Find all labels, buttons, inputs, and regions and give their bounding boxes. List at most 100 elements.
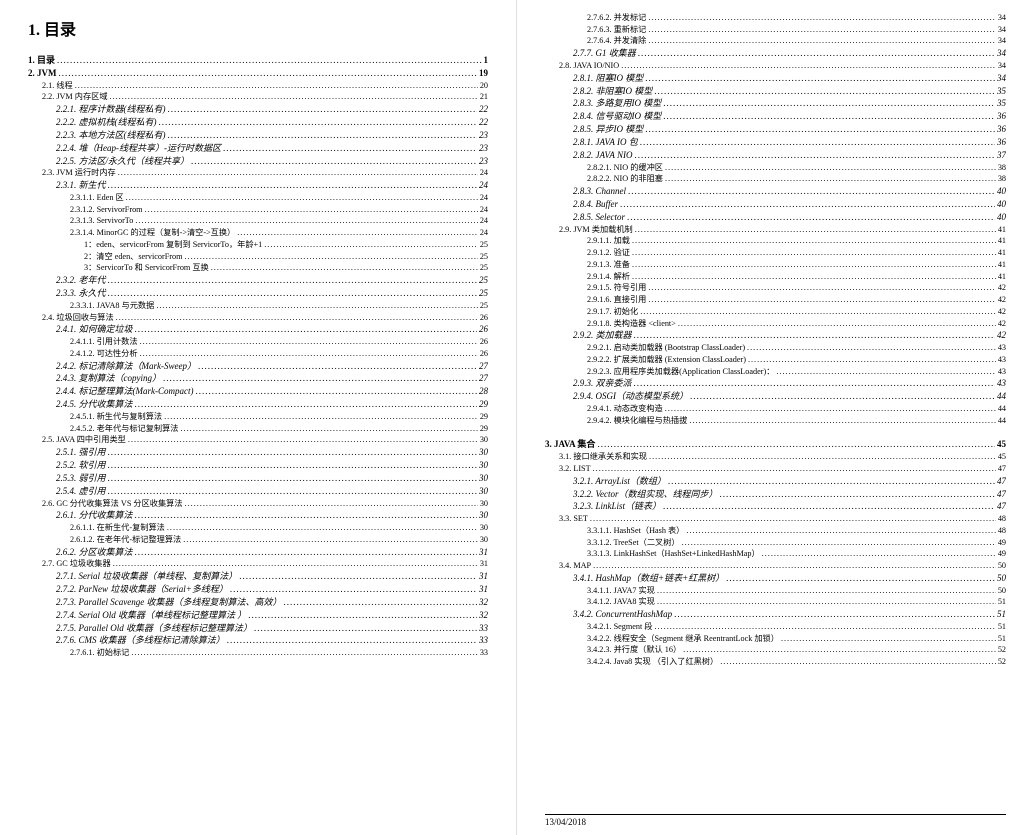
- toc-entry: 2.9.4. OSGI（动态模型系统） 44: [545, 390, 1006, 403]
- toc-label: 2.9.3. 双亲委派: [573, 377, 634, 390]
- toc-page-number: 40: [995, 211, 1006, 224]
- toc-entry: 2.9.1.7. 初始化42: [545, 306, 1006, 318]
- toc-label: 2.5.1. 强引用: [56, 446, 108, 459]
- toc-page-number: 33: [478, 647, 488, 659]
- toc-page-number: 29: [477, 398, 488, 411]
- toc-dots: [776, 366, 995, 378]
- toc-label: 3.3.1.2. TreeSet（二叉树）: [587, 537, 682, 549]
- toc-dots: [648, 12, 995, 24]
- toc-entry: 3.4.2.3. 并行度（默认 16）52: [545, 644, 1006, 656]
- toc-page-number: 35: [995, 97, 1006, 110]
- toc-label: 2.3.1. 新生代: [56, 179, 108, 192]
- toc-page-number: 48: [996, 513, 1006, 525]
- toc-label: 3.3.1.3. LinkHashSet（HashSet+LinkedHashM…: [587, 548, 762, 560]
- toc-entry: 2.5.1. 强引用30: [28, 446, 488, 459]
- toc-dots: [116, 312, 478, 324]
- toc-label: 2.3.1.3. ServivorTo: [70, 215, 135, 227]
- toc-label: 2.7. GC 垃圾收集器: [42, 558, 113, 570]
- toc-dots: [128, 434, 478, 446]
- toc-entry: 3.4. MAP50: [545, 560, 1006, 572]
- toc-page-number: 45: [996, 451, 1006, 463]
- toc-page-number: 23: [477, 129, 488, 142]
- toc-page-number: 34: [996, 60, 1006, 72]
- toc-dots: [657, 596, 996, 608]
- toc-dots: [654, 85, 995, 98]
- toc-page-number: 31: [478, 558, 488, 570]
- toc-dots: [145, 204, 478, 216]
- toc-page-number: 43: [996, 354, 1006, 366]
- toc-entry: 2.9.1.1. 加载41: [545, 235, 1006, 247]
- toc-dots: [648, 24, 995, 36]
- toc-label: 2.3.3. 永久代: [56, 287, 108, 300]
- toc-label: 2.9.1.4. 解析: [587, 271, 632, 283]
- toc-dots: [632, 271, 996, 283]
- toc-dots: [254, 622, 477, 635]
- toc-page-number: 24: [478, 192, 488, 204]
- toc-dots: [135, 546, 477, 559]
- toc-page-number: 43: [996, 366, 1006, 378]
- toc-label: 2.8.3. 多路复用IO 模型: [573, 97, 663, 110]
- toc-entry: 2.4.5.1. 新生代与复制算法29: [28, 411, 488, 423]
- toc-entry: 3.4.1. HashMap（数组+链表+红黑树）50: [545, 572, 1006, 585]
- toc-label: 2：清空 eden、servicorFrom: [84, 251, 184, 263]
- toc-label: 2.3.1.4. MinorGC 的过程（复制->清空->互换）: [70, 227, 237, 239]
- toc-label: 3.2.3. LinkList（链表）: [573, 500, 663, 513]
- toc-entry: 2.4.1.1. 引用计数法26: [28, 336, 488, 348]
- toc-entry: 2.8.1. JAVA IO 包36: [545, 136, 1006, 149]
- toc-page-number: 41: [996, 259, 1006, 271]
- toc-label: 2.4.2. 标记清除算法（Mark-Sweep）: [56, 360, 198, 373]
- toc-page-number: 41: [996, 235, 1006, 247]
- toc-page-number: 24: [478, 215, 488, 227]
- toc-page-number: 35: [995, 85, 1006, 98]
- toc-entry: 2.6.1.1. 在新生代-复制算法30: [28, 522, 488, 534]
- toc-dots: [620, 198, 995, 211]
- toc-entry: 2.4.4. 标记整理算法(Mark-Compact)28: [28, 385, 488, 398]
- toc-page-number: 36: [995, 136, 1006, 149]
- toc-dots: [689, 415, 996, 427]
- toc-dots: [248, 609, 477, 622]
- toc-label: 2.7.1. Serial 垃圾收集器（单线程、复制算法）: [56, 570, 239, 583]
- toc-dots: [108, 459, 477, 472]
- toc-dots: [720, 488, 996, 501]
- toc-dots: [211, 262, 478, 274]
- toc-dots: [590, 513, 996, 525]
- toc-page-number: 24: [478, 204, 488, 216]
- toc-dots: [156, 300, 478, 312]
- toc-dots: [227, 634, 477, 647]
- toc-entry: 2.9. JVM 类加载机制41: [545, 224, 1006, 236]
- toc-page-number: 21: [478, 91, 488, 103]
- toc-page-number: 50: [996, 585, 1006, 597]
- toc-entry: 2.4.2. 标记清除算法（Mark-Sweep）27: [28, 360, 488, 373]
- toc-page-number: 30: [477, 472, 488, 485]
- toc-entry: 3.3. SET48: [545, 513, 1006, 525]
- toc-dots: [663, 97, 995, 110]
- toc-entry: 2.8.1. 阻塞IO 模型34: [545, 72, 1006, 85]
- toc-label: 2.7.6.4. 并发清除: [587, 35, 648, 47]
- toc-entry: 2.7.5. Parallel Old 收集器（多线程标记整理算法）33: [28, 622, 488, 635]
- toc-label: 2. JVM: [28, 67, 59, 80]
- toc-entry: 2.9.1.4. 解析41: [545, 271, 1006, 283]
- toc-label: 2.3.1.1. Eden 区: [70, 192, 126, 204]
- toc-page-number: 37: [995, 149, 1006, 162]
- toc-page-number: 23: [477, 142, 488, 155]
- toc-dots: [638, 47, 995, 60]
- toc-label: 2.5.4. 虚引用: [56, 485, 108, 498]
- toc-entry: 3.2.3. LinkList（链表）47: [545, 500, 1006, 513]
- toc-page-number: 44: [996, 403, 1006, 415]
- toc-entry: 2.5.4. 虚引用30: [28, 485, 488, 498]
- toc-entry: 2.2.2. 虚拟机栈(线程私有)22: [28, 116, 488, 129]
- toc-label: 2.9.2. 类加载器: [573, 329, 634, 342]
- toc-dots: [628, 185, 995, 198]
- toc-entry: 2.8.4. Buffer40: [545, 198, 1006, 211]
- toc-label: 2.5.2. 软引用: [56, 459, 108, 472]
- toc-page-number: 30: [478, 522, 488, 534]
- toc-page-number: 20: [478, 80, 488, 92]
- toc-dots: [597, 438, 995, 451]
- toc-page-number: 44: [995, 390, 1006, 403]
- toc-page-number: 30: [478, 434, 488, 446]
- toc-entry: 2.2.4. 堆（Heap-线程共享）-运行时数据区23: [28, 142, 488, 155]
- toc-label: 2.9.4. OSGI（动态模型系统）: [573, 390, 690, 403]
- toc-entry: 2.7.6.1. 初始标记33: [28, 647, 488, 659]
- toc-page-number: 34: [996, 12, 1006, 24]
- toc-dots: [593, 560, 996, 572]
